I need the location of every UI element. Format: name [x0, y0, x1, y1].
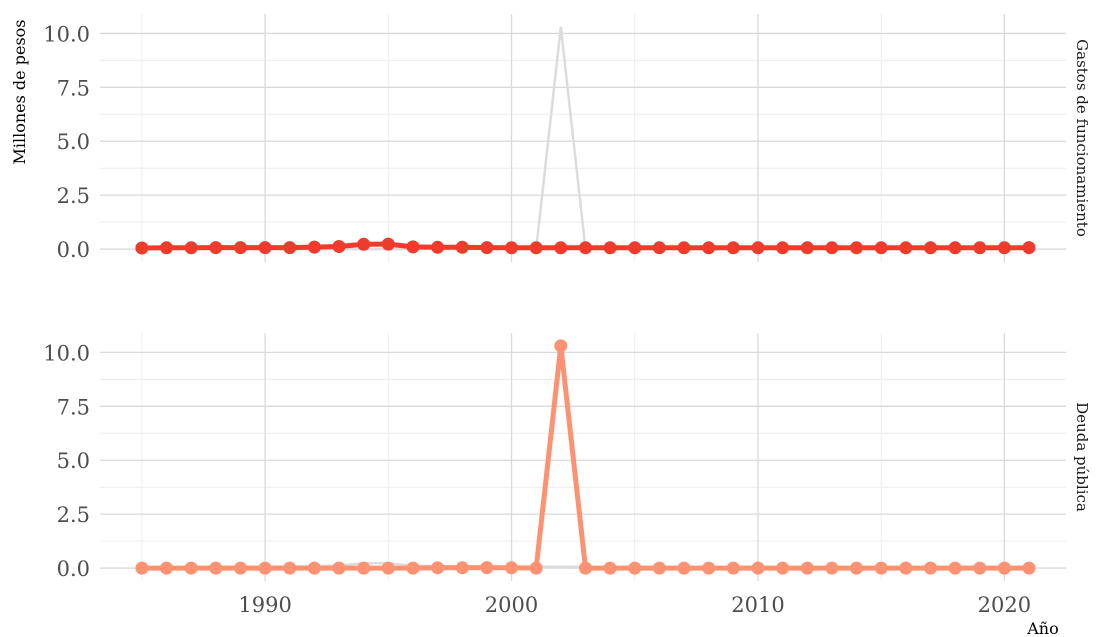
data-point	[603, 561, 617, 575]
y-tick-label: 5.0	[57, 130, 90, 154]
data-point	[628, 561, 642, 575]
data-point	[184, 561, 198, 575]
y-tick-label: 2.5	[57, 184, 90, 208]
data-point	[874, 561, 888, 575]
data-point	[505, 561, 518, 575]
data-point	[480, 241, 494, 255]
data-point	[677, 561, 691, 575]
data-point	[973, 241, 987, 255]
data-point	[554, 241, 568, 255]
data-point	[455, 240, 469, 254]
x-tick-label: 2020	[978, 593, 1031, 617]
data-point	[726, 561, 740, 575]
data-point	[283, 241, 297, 255]
data-point	[924, 561, 937, 575]
data-point	[160, 561, 173, 575]
data-point	[751, 561, 765, 575]
data-point	[924, 241, 937, 255]
data-point	[874, 241, 888, 255]
data-point	[726, 241, 740, 255]
data-point	[850, 561, 863, 575]
data-point	[652, 241, 666, 255]
data-point	[529, 241, 543, 255]
data-point	[702, 561, 716, 575]
y-tick-label: 0.0	[57, 238, 90, 262]
data-point	[579, 561, 592, 575]
y-tick-label: 0.0	[57, 557, 90, 581]
data-point	[381, 237, 395, 251]
y-tick-label: 5.0	[57, 449, 90, 473]
data-point	[702, 241, 716, 255]
data-point	[381, 561, 395, 575]
y-tick-label: 7.5	[57, 395, 90, 419]
data-point	[1022, 561, 1036, 575]
facet-strip-label: Deuda pública	[1073, 402, 1091, 512]
x-tick-label: 2010	[731, 593, 784, 617]
data-point	[258, 561, 272, 575]
data-point	[209, 241, 223, 255]
data-point	[652, 561, 666, 575]
data-point	[209, 561, 223, 575]
data-point	[628, 241, 642, 255]
data-point	[480, 561, 494, 575]
data-point	[357, 237, 371, 251]
data-point	[825, 561, 839, 575]
data-point	[332, 240, 346, 253]
data-point	[973, 561, 987, 575]
data-point	[899, 241, 913, 255]
data-point	[307, 240, 321, 254]
data-point	[997, 241, 1011, 255]
data-point	[135, 561, 149, 575]
facet-strip-label: Gastos de funcionamiento	[1073, 39, 1091, 237]
data-point	[283, 561, 297, 575]
x-tick-label: 2000	[485, 593, 538, 617]
data-point	[160, 241, 173, 255]
data-point	[677, 241, 691, 255]
data-point	[776, 241, 790, 255]
data-point	[776, 561, 790, 575]
y-axis-title: Millones de pesos	[10, 20, 29, 165]
y-tick-label: 7.5	[57, 76, 90, 100]
x-tick-label: 1990	[238, 593, 291, 617]
data-point	[135, 241, 149, 255]
data-point	[406, 240, 420, 254]
data-point	[431, 561, 445, 575]
data-point	[850, 241, 863, 255]
data-point	[234, 561, 247, 575]
data-point	[184, 241, 198, 255]
data-point	[800, 561, 814, 575]
data-point	[948, 241, 962, 255]
data-point	[307, 561, 321, 575]
data-point	[579, 241, 592, 255]
data-point	[899, 561, 913, 575]
data-point	[800, 241, 814, 255]
data-point	[997, 561, 1011, 575]
y-tick-label: 2.5	[57, 503, 90, 527]
data-point	[455, 561, 469, 575]
data-point	[406, 561, 420, 575]
data-point	[234, 241, 247, 255]
data-point	[948, 561, 962, 575]
data-point	[825, 241, 839, 255]
data-point	[751, 241, 765, 255]
data-point	[1022, 241, 1036, 255]
data-point	[505, 241, 518, 255]
data-point	[603, 241, 617, 255]
y-tick-label: 10.0	[43, 341, 90, 365]
y-tick-label: 10.0	[43, 22, 90, 46]
data-point	[554, 339, 568, 353]
data-point	[431, 240, 445, 254]
data-point	[332, 561, 346, 575]
x-axis-title: Año	[1026, 619, 1059, 637]
data-point	[357, 561, 371, 575]
data-point	[258, 241, 272, 255]
data-point	[529, 561, 543, 575]
